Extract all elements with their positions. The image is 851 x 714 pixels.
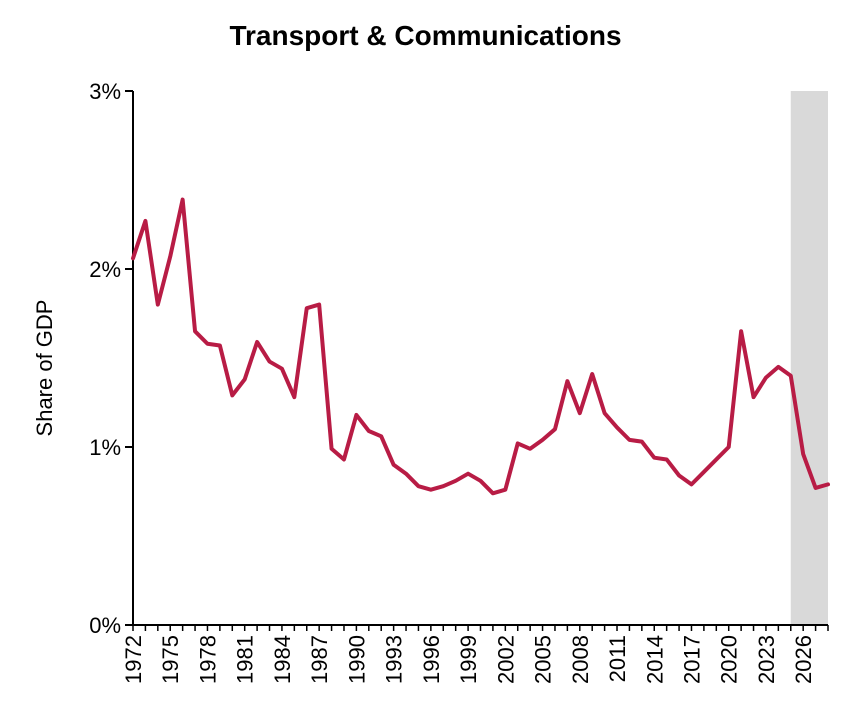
x-tick-label: 1978 xyxy=(195,635,220,684)
series-line xyxy=(131,197,830,496)
x-tick-label: 2020 xyxy=(717,635,742,684)
y-axis: 0% 1% 2% 3% xyxy=(89,79,134,638)
y-tick-label: 0% xyxy=(89,613,121,638)
x-tick-label: 1990 xyxy=(344,635,369,684)
y-tick-label: 2% xyxy=(89,257,121,282)
chart-title: Transport & Communications xyxy=(229,20,622,51)
x-axis: 1972 1975 1978 1981 1984 1987 1990 1993 1996 1999… xyxy=(121,624,829,684)
x-tick-label: 1981 xyxy=(233,635,258,684)
x-tick-label: 2002 xyxy=(493,635,518,684)
x-tick-label: 2008 xyxy=(568,635,593,684)
projection-shading xyxy=(790,91,828,625)
x-tick-label: 2005 xyxy=(531,635,556,684)
y-axis-title: Share of GDP xyxy=(32,300,57,437)
x-tick-label: 1975 xyxy=(158,635,183,684)
x-tick-label: 2011 xyxy=(605,635,630,682)
x-tick-label: 2026 xyxy=(791,635,816,684)
y-tick-label: 1% xyxy=(89,435,121,460)
x-tick-label: 2017 xyxy=(679,635,704,684)
x-tick-label: 1987 xyxy=(307,635,332,684)
x-tick-label: 1984 xyxy=(270,635,295,684)
x-tick-label: 1996 xyxy=(419,635,444,684)
x-tick-label: 1972 xyxy=(121,635,146,684)
y-tick-label: 3% xyxy=(89,79,121,104)
x-tick-label: 1993 xyxy=(382,635,407,684)
x-tick-label: 2023 xyxy=(754,635,779,684)
x-tick-label: 2014 xyxy=(642,635,667,684)
x-tick-label: 1999 xyxy=(456,635,481,684)
